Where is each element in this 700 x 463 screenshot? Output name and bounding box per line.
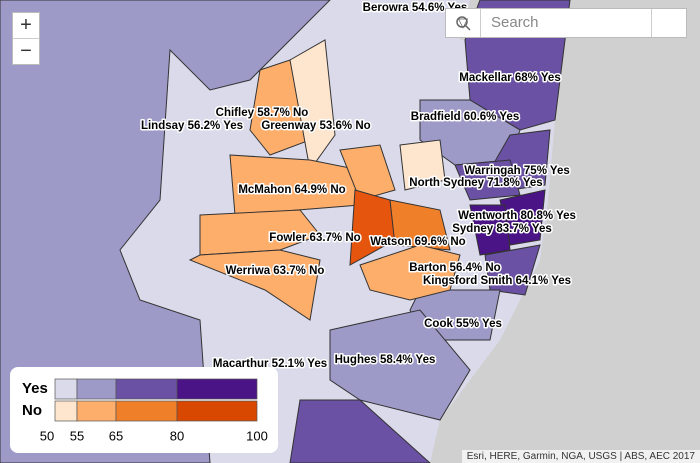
electorate-label: North Sydney 71.8% Yes xyxy=(409,177,542,189)
electorate-label: Greenway 53.6% No xyxy=(261,120,370,132)
region xyxy=(399,139,446,191)
electorate-label: Warringah 75% Yes xyxy=(464,165,569,177)
electorate-label: Barton 56.4% No xyxy=(409,262,500,274)
electorate-label: Fowler 63.7% No xyxy=(269,232,360,244)
legend-tick-label: 100 xyxy=(246,428,268,443)
filter-button[interactable]: ▽ xyxy=(446,9,481,37)
legend-swatch xyxy=(115,400,178,422)
legend-swatch xyxy=(54,378,78,400)
regions xyxy=(0,0,571,463)
zoom-in[interactable]: + xyxy=(20,14,32,36)
legend-tick-label: 80 xyxy=(170,428,184,443)
electorate-label: Sydney 83.7% Yes xyxy=(452,223,552,235)
search-button[interactable] xyxy=(456,9,686,37)
region xyxy=(0,0,331,463)
region xyxy=(359,244,461,301)
search-bar: ▽ Search xyxy=(445,8,687,38)
electorate-label: Mackellar 68% Yes xyxy=(459,72,560,84)
electorate-label: Kingsford Smith 64.1% Yes xyxy=(423,275,571,287)
legend-graphic: Yes No 50 55 65 80 100 xyxy=(22,378,268,443)
search-input[interactable]: Search xyxy=(491,14,539,31)
labels: Berowra 54.6% Yes Mackellar 68% Yes Chifle… xyxy=(139,1,577,372)
region xyxy=(484,244,541,296)
legend-swatch xyxy=(76,400,117,422)
legend-row-label: No xyxy=(22,402,42,419)
legend-row-label: Yes xyxy=(22,380,48,397)
electorate-label: Berowra 54.6% Yes xyxy=(363,2,468,14)
region xyxy=(389,199,451,251)
region xyxy=(289,399,431,463)
electorate-label: Werriwa 63.7% No xyxy=(226,265,325,277)
region xyxy=(454,159,521,201)
zoom-out[interactable]: − xyxy=(13,38,39,64)
region xyxy=(188,249,321,321)
region xyxy=(329,309,471,421)
electorate-label: Cook 55% Yes xyxy=(424,318,502,330)
electorate-label: Watson 69.6% No xyxy=(370,236,465,248)
electorate-label: Bradfield 60.6% Yes xyxy=(411,111,519,123)
legend: Yes No 50 55 65 80 100 xyxy=(10,367,278,453)
legend-swatch xyxy=(176,400,258,422)
zoom-control: + − xyxy=(12,12,40,65)
legend-tick-label: 50 xyxy=(40,428,54,443)
legend-swatch xyxy=(76,378,117,400)
electorate-label: Hughes 58.4% Yes xyxy=(335,354,436,366)
legend-swatch xyxy=(115,378,178,400)
region xyxy=(339,144,396,201)
electorate-label: McMahon 64.9% No xyxy=(238,184,345,196)
electorate-label: Lindsay 56.2% Yes xyxy=(141,120,243,132)
electorate-label: Chifley 58.7% No xyxy=(216,107,309,119)
legend-tick-label: 65 xyxy=(109,428,123,443)
legend-tick-label: 55 xyxy=(70,428,84,443)
legend-swatch xyxy=(176,378,258,400)
legend-swatch xyxy=(54,400,78,422)
region xyxy=(289,39,336,172)
search-icon xyxy=(456,16,471,31)
electorate-label: Wentworth 80.8% Yes xyxy=(458,210,576,222)
attribution: Esri, HERE, Garmin, NGA, USGS | ABS, AEC… xyxy=(461,450,700,463)
region xyxy=(199,209,321,256)
